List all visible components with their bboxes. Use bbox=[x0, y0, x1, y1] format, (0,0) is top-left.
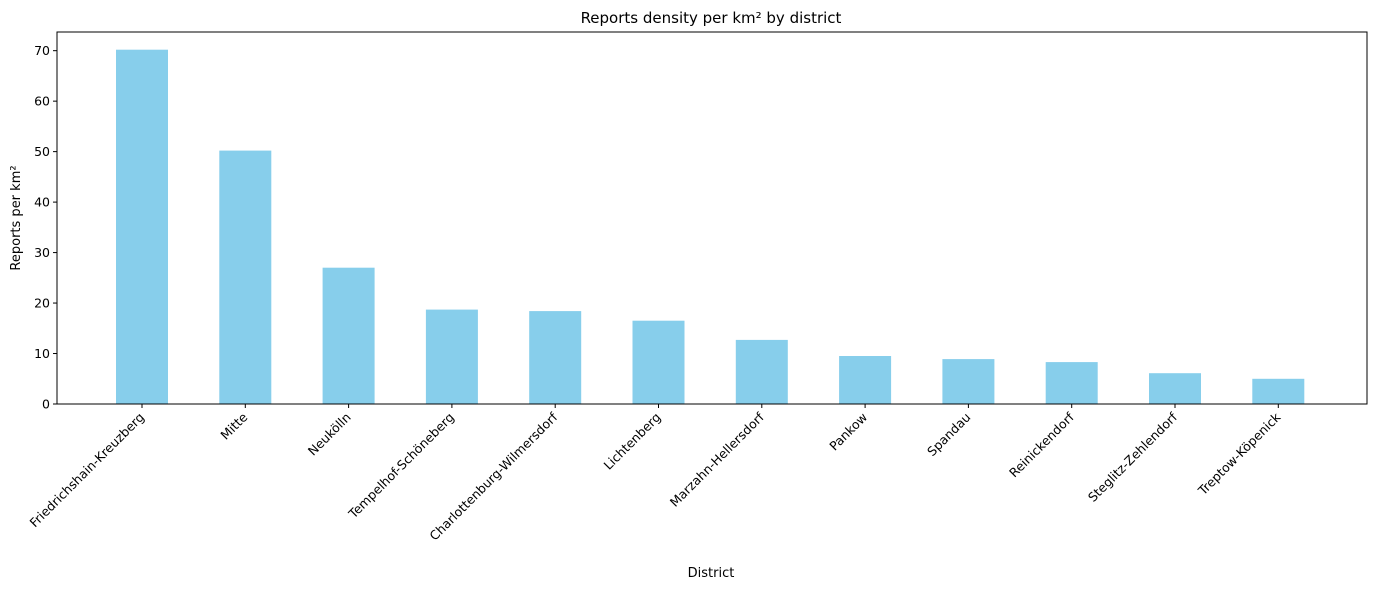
x-tick-label-9: Reinickendorf bbox=[1006, 409, 1077, 480]
bar-0 bbox=[116, 49, 168, 404]
y-tick-label-4: 40 bbox=[34, 195, 50, 210]
y-tick-label-5: 50 bbox=[34, 144, 50, 159]
x-tick-label-7: Pankow bbox=[826, 410, 870, 454]
bar-8 bbox=[942, 359, 995, 404]
bar-7 bbox=[839, 356, 892, 404]
x-tick-label-1: Mitte bbox=[217, 409, 250, 442]
y-tick-label-7: 70 bbox=[34, 43, 50, 58]
bar-4 bbox=[529, 311, 582, 404]
bar-5 bbox=[632, 320, 685, 404]
bar-2 bbox=[322, 267, 375, 404]
x-tick-label-8: Spandau bbox=[924, 410, 973, 459]
bars-group bbox=[116, 49, 1305, 404]
y-axis: 0 10 20 30 40 50 60 70 bbox=[34, 43, 57, 412]
chart-title: Reports density per km² by district bbox=[581, 9, 842, 27]
x-tick-label-5: Lichtenberg bbox=[601, 410, 664, 473]
x-tick-label-3: Tempelhof-Schöneberg bbox=[345, 410, 457, 522]
x-tick-label-10: Steglitz-Zehlendorf bbox=[1085, 409, 1181, 505]
x-tick-label-0: Friedrichshain-Kreuzberg bbox=[26, 410, 147, 531]
plot-frame bbox=[56, 31, 1368, 405]
x-tick-label-2: Neukölln bbox=[305, 410, 354, 459]
bar-3 bbox=[425, 309, 478, 404]
y-tick-label-1: 10 bbox=[34, 346, 50, 361]
x-tick-label-11: Treptow-Köpenick bbox=[1194, 409, 1284, 499]
x-axis: Friedrichshain-Kreuzberg Mitte NeuköllnTem… bbox=[26, 404, 1284, 543]
bar-1 bbox=[219, 150, 272, 404]
x-tick-label-6: Marzahn-Hellersdorf bbox=[667, 409, 768, 510]
y-axis-label: Reports per km² bbox=[9, 165, 24, 270]
bar-10 bbox=[1149, 373, 1201, 404]
bar-11 bbox=[1252, 378, 1305, 404]
y-tick-label-0: 0 bbox=[42, 397, 50, 412]
y-tick-label-6: 60 bbox=[34, 94, 50, 109]
y-tick-label-2: 20 bbox=[34, 296, 50, 311]
y-tick-label-3: 30 bbox=[34, 245, 50, 260]
x-axis-label: District bbox=[688, 566, 735, 581]
bar-6 bbox=[735, 339, 788, 404]
bar-9 bbox=[1045, 362, 1098, 404]
